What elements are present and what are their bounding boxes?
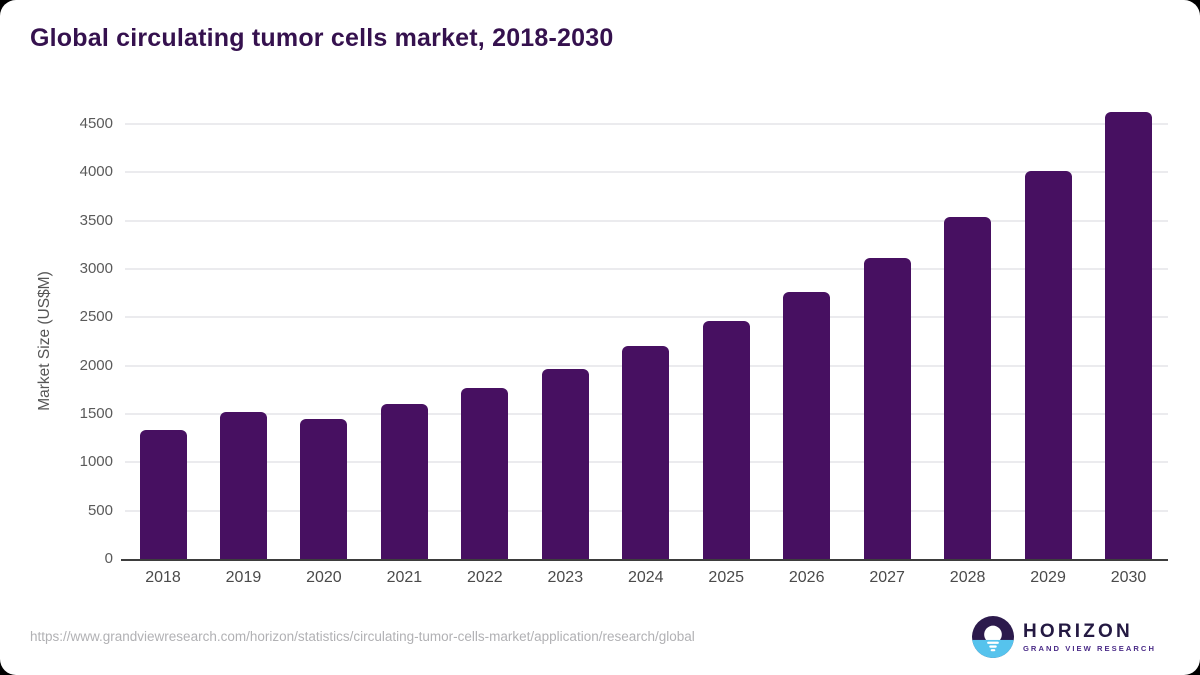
x-tick-label-2026: 2026 <box>788 569 825 586</box>
x-tick-label-2019: 2019 <box>225 569 262 586</box>
x-tick-label-2027: 2027 <box>869 569 905 586</box>
x-tick-label-2020: 2020 <box>306 569 342 586</box>
y-tick-label-3500: 3500 <box>79 211 113 229</box>
bar-2024 <box>622 345 670 559</box>
horizon-logo: HORIZON GRAND VIEW RESEARCH <box>971 616 1156 658</box>
bar-2022 <box>461 388 509 559</box>
logo-subtitle: GRAND VIEW RESEARCH <box>1022 643 1156 653</box>
bar-2027 <box>863 257 911 559</box>
gridline-4500 <box>125 123 1168 126</box>
y-tick-label-1000: 1000 <box>79 453 113 471</box>
plot-area: 0 500 1000 1500 2000 2500 3000 3500 4000 4500 2018… <box>80 100 1168 586</box>
bar-2021 <box>380 404 428 559</box>
bar-2019 <box>219 411 267 559</box>
y-tick-label-4000: 4000 <box>79 163 113 181</box>
gridline-3000 <box>125 268 1168 271</box>
bar-2023 <box>541 369 589 559</box>
x-tick-label-2024: 2024 <box>627 569 664 586</box>
source-url: https://www.grandviewresearch.com/horizo… <box>30 629 695 644</box>
bar-2025 <box>702 320 750 559</box>
chart-title: Global circulating tumor cells market, 2… <box>30 24 614 52</box>
bar-2029 <box>1024 170 1072 559</box>
y-tick-label-4500: 4500 <box>79 115 113 133</box>
y-tick-label-500: 500 <box>87 501 113 519</box>
logo-text: HORIZON GRAND VIEW RESEARCH <box>1022 620 1156 653</box>
bar-2030 <box>1105 112 1153 559</box>
x-tick-label-2028: 2028 <box>949 569 986 586</box>
gridline-3500 <box>125 219 1168 222</box>
gridline-4000 <box>125 171 1168 174</box>
gridline-2500 <box>125 316 1168 319</box>
bar-2028 <box>944 216 992 559</box>
y-tick-label-3000: 3000 <box>79 260 113 278</box>
x-tick-label-2030: 2030 <box>1110 569 1147 586</box>
y-tick-label-2000: 2000 <box>79 356 113 374</box>
x-tick-label-2025: 2025 <box>708 569 745 586</box>
y-tick-label-1500: 1500 <box>79 405 113 423</box>
x-tick-label-2018: 2018 <box>145 569 181 586</box>
y-tick-label-2500: 2500 <box>79 308 113 326</box>
horizon-sunset-icon <box>971 616 1014 658</box>
x-tick-label-2022: 2022 <box>467 569 503 586</box>
x-tick-label-2021: 2021 <box>386 569 423 586</box>
logo-name: HORIZON <box>1022 620 1133 642</box>
x-axis-line <box>121 559 1168 561</box>
bar-2018 <box>139 429 187 559</box>
y-tick-label-0: 0 <box>104 550 113 567</box>
x-tick-label-2023: 2023 <box>547 569 584 586</box>
y-axis-title: Market Size (US$M) <box>36 271 53 411</box>
bar-2020 <box>300 418 348 559</box>
x-tick-label-2029: 2029 <box>1030 569 1066 586</box>
bar-2026 <box>783 291 831 559</box>
